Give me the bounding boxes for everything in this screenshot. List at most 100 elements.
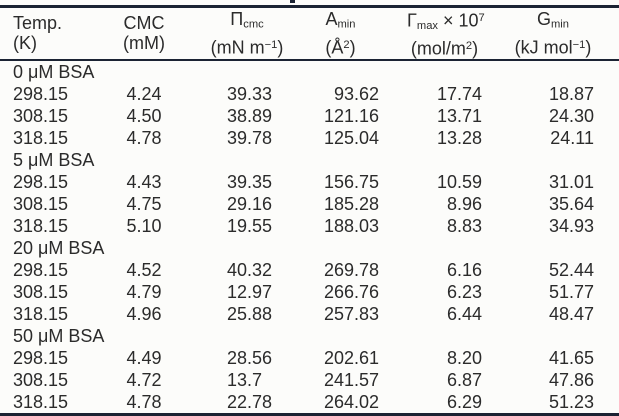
- cell-temp: 298.15: [13, 347, 69, 368]
- cell-a-min: 266.76: [323, 281, 379, 302]
- table-row: 298.15 4.49 28.56 202.61 8.20 41.65: [0, 347, 619, 369]
- cell-gamma-max: 6.23: [446, 281, 482, 302]
- column-unit: (kJ mol−1): [514, 37, 592, 58]
- cell-a-min: 188.03: [323, 215, 379, 236]
- section-title: 20 μM BSA: [13, 237, 105, 258]
- column-label: Temp.: [13, 13, 63, 34]
- cell-a-min: 269.78: [323, 259, 379, 280]
- cell-g-min: 47.86: [548, 369, 594, 390]
- cell-gamma-max: 13.71: [436, 105, 482, 126]
- table-row: 318.15 4.96 25.88 257.83 6.44 48.47: [0, 303, 619, 325]
- table-row: 298.15 4.24 39.33 93.62 17.74 18.87: [0, 83, 619, 105]
- cell-g-min: 35.64: [548, 193, 594, 214]
- cell-gamma-max: 10.59: [436, 171, 482, 192]
- cell-cmc: 4.78: [126, 127, 162, 148]
- header-row: Temp. (K) CMC (mM) Πcmc (mN m−1) Amin (Å2) Γmax …: [0, 6, 619, 61]
- column-header-cmc: CMC (mM): [96, 6, 192, 61]
- cell-cmc: 4.75: [126, 193, 162, 214]
- section-row: 5 μM BSA: [0, 149, 619, 171]
- cell-temp: 308.15: [13, 105, 69, 126]
- table-body: 0 μM BSA 298.15 4.24 39.33 93.62 17.74 18.87 30…: [0, 60, 619, 415]
- cell-gamma-max: 13.28: [436, 127, 482, 148]
- cell-temp: 298.15: [13, 171, 69, 192]
- table-row: 308.15 4.72 13.7 241.57 6.87 47.86: [0, 369, 619, 391]
- section-row: 0 μM BSA: [0, 60, 619, 83]
- cell-pi-cmc: 25.88: [227, 303, 273, 324]
- cell-a-min: 257.83: [323, 303, 379, 324]
- table-row: 298.15 4.52 40.32 269.78 6.16 52.44: [0, 259, 619, 281]
- cell-a-min: 93.62: [333, 83, 379, 104]
- cell-g-min: 51.77: [548, 281, 594, 302]
- table-row: 298.15 4.43 39.35 156.75 10.59 31.01: [0, 171, 619, 193]
- column-label: CMC: [123, 13, 165, 34]
- cropped-caption-artifact: [290, 0, 295, 3]
- column-unit: (K): [13, 33, 37, 54]
- column-unit: (mM): [123, 33, 165, 54]
- column-label: Amin: [325, 9, 356, 31]
- cell-temp: 308.15: [13, 281, 69, 302]
- cell-a-min: 241.57: [323, 369, 379, 390]
- table-row: 318.15 5.10 19.55 188.03 8.83 34.93: [0, 215, 619, 237]
- cell-temp: 308.15: [13, 369, 69, 390]
- column-unit: (mol/m2): [410, 38, 479, 59]
- cell-g-min: 31.01: [548, 171, 594, 192]
- cell-gamma-max: 6.16: [446, 259, 482, 280]
- column-unit: (Å2): [325, 37, 356, 58]
- cell-cmc: 4.79: [126, 281, 162, 302]
- surfactant-properties-table: Temp. (K) CMC (mM) Πcmc (mN m−1) Amin (Å2) Γmax …: [0, 5, 619, 416]
- cell-temp: 318.15: [13, 127, 69, 148]
- cell-pi-cmc: 39.33: [227, 83, 273, 104]
- cell-a-min: 264.02: [323, 391, 379, 412]
- cell-temp: 318.15: [13, 215, 69, 236]
- cell-g-min: 52.44: [548, 259, 594, 280]
- section-title: 50 μM BSA: [13, 325, 105, 346]
- cell-g-min: 41.65: [548, 347, 594, 368]
- cell-a-min: 121.16: [323, 105, 379, 126]
- column-label: Πcmc: [230, 9, 264, 31]
- cell-a-min: 202.61: [323, 347, 379, 368]
- section-title: 5 μM BSA: [13, 149, 95, 170]
- column-label: Γmax × 107: [407, 10, 485, 33]
- cell-temp: 318.15: [13, 303, 69, 324]
- cell-g-min: 34.93: [548, 215, 594, 236]
- cell-pi-cmc: 39.78: [227, 127, 273, 148]
- cell-gamma-max: 17.74: [436, 83, 482, 104]
- cell-g-min: 24.11: [550, 127, 594, 148]
- table-header: Temp. (K) CMC (mM) Πcmc (mN m−1) Amin (Å2) Γmax …: [0, 6, 619, 61]
- cell-gamma-max: 6.87: [446, 369, 482, 390]
- cell-gamma-max: 8.20: [446, 347, 482, 368]
- column-header-a-min: Amin (Å2): [302, 6, 407, 61]
- table-row: 308.15 4.50 38.89 121.16 13.71 24.30: [0, 105, 619, 127]
- cell-g-min: 48.47: [548, 303, 594, 324]
- table-row: 308.15 4.79 12.97 266.76 6.23 51.77: [0, 281, 619, 303]
- cell-cmc: 5.10: [126, 215, 162, 236]
- column-header-pi-cmc: Πcmc (mN m−1): [192, 6, 302, 61]
- column-header-gamma-max: Γmax × 107 (mol/m2): [407, 6, 512, 61]
- cell-temp: 318.15: [13, 391, 69, 412]
- cell-a-min: 156.75: [323, 171, 379, 192]
- cell-cmc: 4.49: [126, 347, 162, 368]
- cell-gamma-max: 8.83: [446, 215, 482, 236]
- cell-pi-cmc: 29.16: [227, 193, 273, 214]
- cell-a-min: 125.04: [323, 127, 379, 148]
- cell-cmc: 4.78: [126, 391, 162, 412]
- cell-temp: 298.15: [13, 259, 69, 280]
- cell-a-min: 185.28: [323, 193, 379, 214]
- column-label: Gmin: [537, 9, 569, 31]
- section-title: 0 μM BSA: [13, 61, 95, 82]
- section-row: 50 μM BSA: [0, 325, 619, 347]
- cell-gamma-max: 8.96: [446, 193, 482, 214]
- cell-pi-cmc: 38.89: [227, 105, 273, 126]
- cell-g-min: 51.23: [548, 391, 594, 412]
- cell-temp: 308.15: [13, 193, 69, 214]
- cell-pi-cmc: 28.56: [227, 347, 273, 368]
- table-row: 318.15 4.78 22.78 264.02 6.29 51.23: [0, 391, 619, 415]
- cell-pi-cmc: 13.7: [227, 369, 263, 390]
- column-unit: (mN m−1): [210, 37, 284, 58]
- column-header-temp: Temp. (K): [0, 6, 96, 61]
- cell-pi-cmc: 19.55: [227, 215, 273, 236]
- cell-temp: 298.15: [13, 83, 69, 104]
- column-header-g-min: Gmin (kJ mol−1): [512, 6, 619, 61]
- table-row: 308.15 4.75 29.16 185.28 8.96 35.64: [0, 193, 619, 215]
